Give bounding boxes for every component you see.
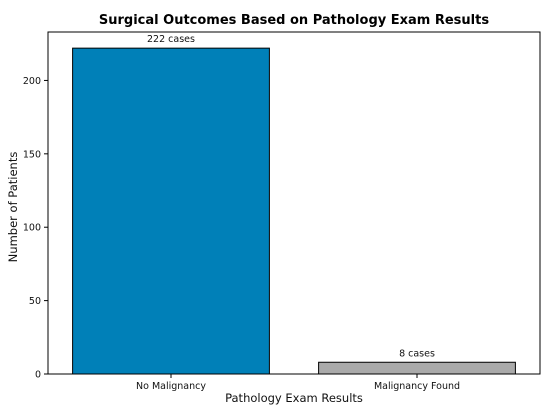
y-tick-label-0: 0 [35, 370, 41, 381]
x-tick-label-0: No Malignancy [136, 381, 206, 392]
y-axis-label: Number of Patients [6, 152, 20, 263]
x-axis-label: Pathology Exam Results [225, 391, 363, 405]
y-tick-label-1: 50 [29, 296, 41, 307]
data-label-0: 222 cases [147, 34, 195, 45]
plot-frame [47, 31, 541, 375]
data-label-1: 8 cases [399, 348, 435, 359]
chart-title: Surgical Outcomes Based on Pathology Exa… [99, 13, 489, 28]
bar-0 [72, 47, 270, 375]
bar-1 [318, 361, 516, 375]
plot-area: 222 cases No Malignancy 8 cases Malignancy … [23, 31, 541, 392]
x-tick-label-1: Malignancy Found [374, 381, 460, 392]
y-tick-label-3: 150 [23, 149, 41, 160]
y-tick-label-2: 100 [23, 223, 41, 234]
y-tick-label-4: 200 [23, 76, 41, 87]
